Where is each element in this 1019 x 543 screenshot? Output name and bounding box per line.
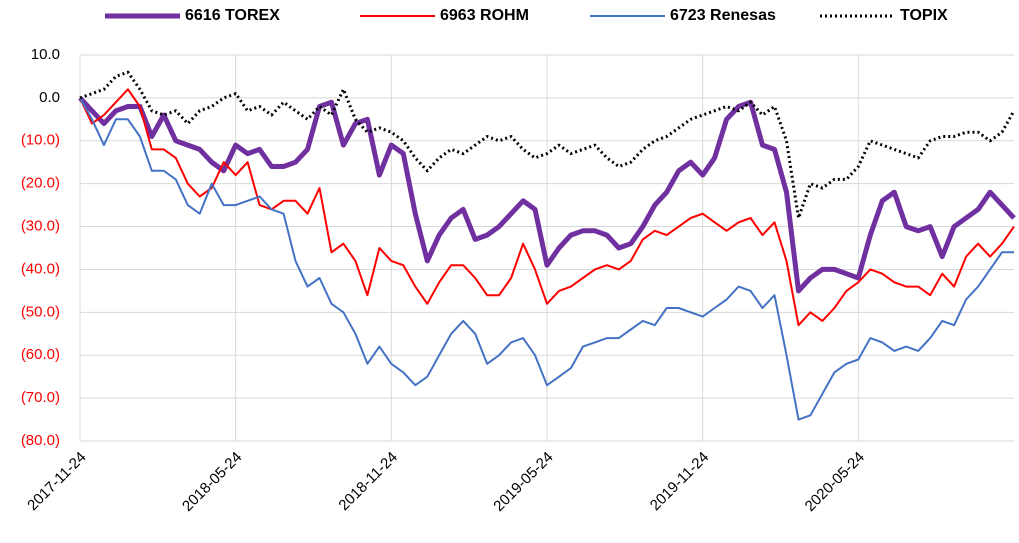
y-tick-label: (60.0) — [21, 346, 60, 363]
legend-label: 6723 Renesas — [670, 7, 776, 24]
series-line — [79, 97, 1014, 421]
y-tick-label: 10.0 — [31, 46, 60, 63]
series-line — [78, 96, 1016, 294]
y-tick-label: (30.0) — [21, 218, 60, 235]
y-tick-label: (20.0) — [21, 175, 60, 192]
x-tick-label: 2018-11-24 — [335, 449, 400, 514]
x-tick-label: 2019-05-24 — [490, 449, 556, 515]
x-tick-label: 2017-11-24 — [24, 449, 89, 514]
legend-label: 6616 TOREX — [185, 7, 280, 24]
y-tick-label: (50.0) — [21, 303, 60, 320]
x-tick-label: 2018-05-24 — [179, 449, 245, 515]
y-tick-label: (40.0) — [21, 260, 60, 277]
legend-label: TOPIX — [900, 7, 948, 24]
x-tick-label: 2020-05-24 — [802, 449, 868, 515]
legend-label: 6963 ROHM — [440, 7, 529, 24]
y-tick-label: (80.0) — [21, 432, 60, 449]
x-tick-label: 2019-11-24 — [647, 449, 712, 514]
y-tick-label: 0.0 — [39, 89, 60, 106]
y-tick-label: (70.0) — [21, 389, 60, 406]
series-line — [79, 88, 1015, 327]
y-tick-label: (10.0) — [21, 132, 60, 149]
series-line — [79, 70, 1016, 220]
